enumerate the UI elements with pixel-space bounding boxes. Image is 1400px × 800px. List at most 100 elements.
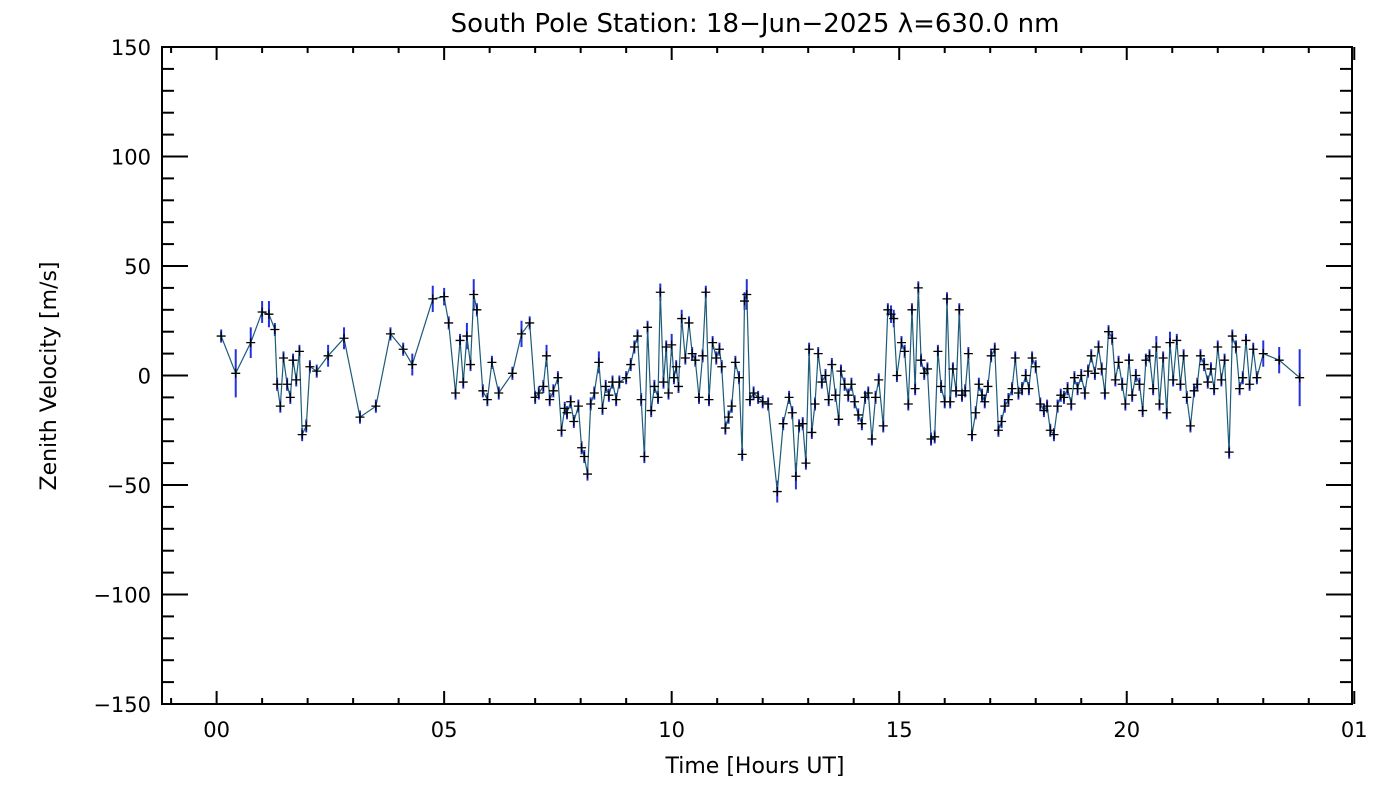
- data-point: [1138, 406, 1148, 416]
- data-point: [867, 434, 877, 444]
- data-point: [846, 379, 856, 389]
- data-point: [1209, 384, 1219, 394]
- data-point: [945, 397, 955, 407]
- data-point: [557, 425, 567, 435]
- data-point: [1252, 373, 1262, 383]
- y-tick-label: −100: [93, 584, 151, 608]
- data-point: [980, 397, 990, 407]
- data-point: [517, 329, 527, 339]
- data-point: [801, 458, 811, 468]
- data-point: [669, 373, 679, 383]
- data-point: [913, 283, 923, 293]
- data-point: [1206, 364, 1216, 374]
- data-point: [739, 296, 749, 306]
- data-point: [1248, 344, 1258, 354]
- data-point: [246, 338, 256, 348]
- data-point: [542, 351, 552, 361]
- data-point: [1235, 384, 1245, 394]
- x-tick-label: 00: [203, 718, 230, 742]
- data-point: [1213, 342, 1223, 352]
- data-point: [745, 395, 755, 405]
- data-point: [720, 423, 730, 433]
- data-point: [621, 373, 631, 383]
- data-point: [231, 368, 241, 378]
- data-point: [451, 388, 461, 398]
- data-point: [444, 318, 454, 328]
- data-point: [1172, 335, 1182, 345]
- data-point: [1189, 386, 1199, 396]
- data-point: [983, 381, 993, 391]
- data-point: [538, 381, 548, 391]
- data-point: [1216, 375, 1226, 385]
- data-point: [216, 331, 226, 341]
- data-point: [791, 471, 801, 481]
- data-point: [1258, 349, 1268, 359]
- data-point: [1145, 351, 1154, 361]
- data-point: [667, 340, 677, 350]
- data-point: [857, 419, 867, 429]
- chart-title: South Pole Station: 18−Jun−2025 λ=630.0 …: [451, 9, 1060, 39]
- data-point: [749, 388, 759, 398]
- data-point: [589, 388, 599, 398]
- data-point: [798, 419, 808, 429]
- data-point: [1063, 384, 1073, 394]
- axis-ticks: 00 05 10 15 20 01 150 100 50 0 −50 −100 −150: [93, 36, 1367, 742]
- data-point: [573, 401, 583, 411]
- data-point: [1148, 384, 1158, 394]
- data-point: [951, 386, 961, 396]
- data-point: [804, 344, 814, 354]
- data-point: [753, 392, 763, 402]
- data-point: [834, 414, 844, 424]
- y-tick-label: 150: [111, 36, 151, 60]
- data-point: [1134, 379, 1144, 389]
- data-point: [566, 397, 576, 407]
- data-point: [1295, 373, 1305, 383]
- data-point: [993, 425, 1003, 435]
- data-point: [469, 289, 479, 299]
- x-tick-label: 01: [1341, 718, 1368, 742]
- y-axis-label: Zenith Velocity [m/s]: [37, 262, 62, 491]
- data-point: [878, 421, 888, 431]
- data-point: [1080, 388, 1090, 398]
- data-point: [936, 381, 946, 391]
- data-point: [1155, 399, 1165, 409]
- data-point: [1076, 371, 1086, 380]
- x-tick-label: 15: [886, 718, 913, 742]
- data-point: [813, 349, 823, 359]
- data-point: [853, 410, 863, 420]
- data-point: [1049, 430, 1059, 440]
- data-point: [294, 346, 304, 356]
- data-point: [1007, 384, 1017, 394]
- data-point: [272, 379, 282, 389]
- y-tick-label: −50: [107, 474, 151, 498]
- data-point: [487, 357, 497, 367]
- data-point: [562, 408, 572, 418]
- data-point: [601, 381, 611, 391]
- data-point: [472, 305, 482, 315]
- data-point: [282, 379, 292, 389]
- data-point: [1203, 377, 1213, 387]
- data-point: [892, 371, 902, 380]
- data-point: [1182, 392, 1192, 402]
- data-point: [933, 346, 943, 356]
- data-point: [1199, 360, 1209, 370]
- data-point: [458, 377, 468, 387]
- data-point: [1042, 401, 1052, 411]
- data-point: [1179, 351, 1189, 361]
- data-point: [297, 430, 307, 440]
- data-point: [863, 388, 873, 398]
- data-point: [663, 388, 673, 398]
- data-point: [724, 412, 734, 422]
- data-point: [1231, 342, 1241, 352]
- data-point: [990, 344, 1000, 354]
- data-point: [611, 395, 621, 405]
- data-point: [653, 392, 663, 402]
- y-tick-label: 0: [138, 365, 151, 389]
- data-point: [1165, 338, 1175, 348]
- data-point: [579, 452, 589, 462]
- data-point: [850, 397, 860, 407]
- data-point: [967, 430, 977, 440]
- data-point: [680, 353, 690, 363]
- data-point: [677, 314, 687, 324]
